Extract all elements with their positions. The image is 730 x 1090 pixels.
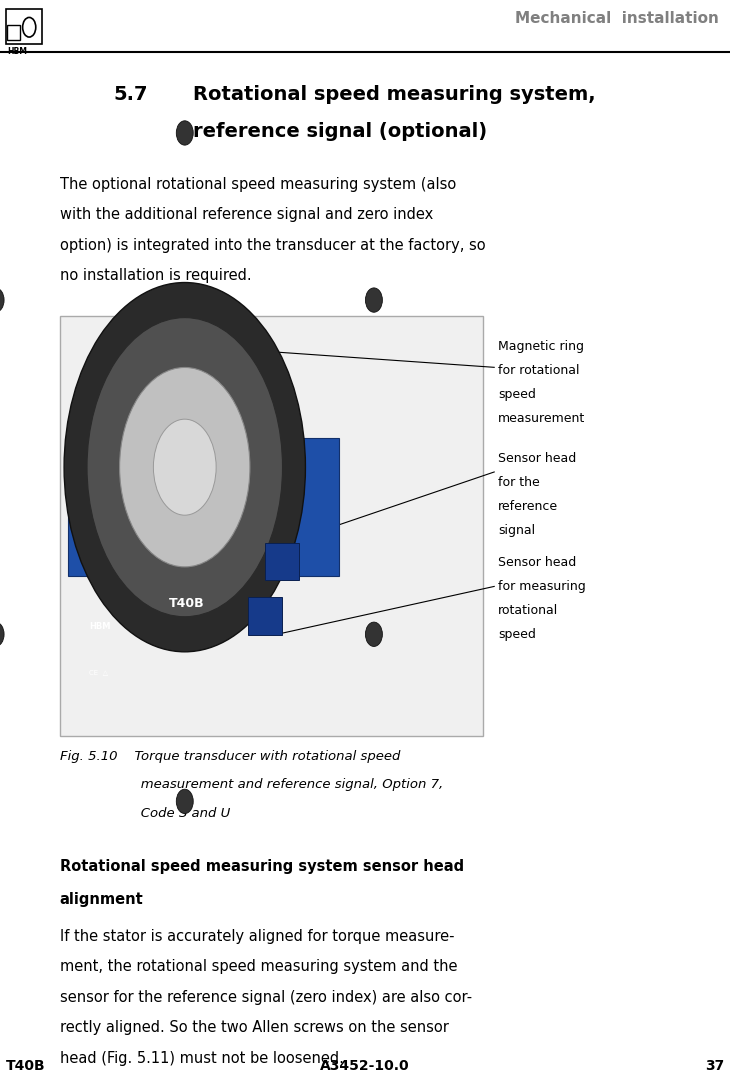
Text: T40B: T40B <box>6 1059 45 1074</box>
Text: If the stator is accurately aligned for torque measure-: If the stator is accurately aligned for … <box>60 929 454 944</box>
Text: ment, the rotational speed measuring system and the: ment, the rotational speed measuring sys… <box>60 959 458 974</box>
Text: measurement: measurement <box>498 412 585 425</box>
Text: Magnetic ring: Magnetic ring <box>498 340 584 353</box>
Text: head (Fig. 5.11) must not be loosened.: head (Fig. 5.11) must not be loosened. <box>60 1051 344 1066</box>
Ellipse shape <box>366 288 383 312</box>
Text: 37: 37 <box>705 1059 724 1074</box>
Text: T40B: T40B <box>169 597 204 610</box>
Text: Fig. 5.10    Torque transducer with rotational speed: Fig. 5.10 Torque transducer with rotatio… <box>60 750 400 763</box>
Text: rotational: rotational <box>498 604 558 617</box>
Ellipse shape <box>153 420 216 516</box>
Text: The optional rotational speed measuring system (also: The optional rotational speed measuring … <box>60 177 456 192</box>
FancyBboxPatch shape <box>6 9 42 44</box>
Text: for the: for the <box>498 476 539 489</box>
Text: Sensor head: Sensor head <box>498 556 576 569</box>
Text: speed: speed <box>498 388 536 401</box>
Text: for measuring: for measuring <box>498 580 585 593</box>
Text: alignment: alignment <box>60 892 144 907</box>
Ellipse shape <box>0 622 4 646</box>
FancyBboxPatch shape <box>7 25 20 40</box>
FancyBboxPatch shape <box>248 597 282 635</box>
FancyBboxPatch shape <box>265 543 299 581</box>
Ellipse shape <box>176 789 193 813</box>
Text: for rotational: for rotational <box>498 364 580 377</box>
Text: Rotational speed measuring system sensor head: Rotational speed measuring system sensor… <box>60 859 464 874</box>
Text: rectly aligned. So the two Allen screws on the sensor: rectly aligned. So the two Allen screws … <box>60 1020 449 1036</box>
Ellipse shape <box>87 317 283 617</box>
Ellipse shape <box>120 367 250 567</box>
Text: HBM: HBM <box>7 47 27 56</box>
Ellipse shape <box>64 282 305 652</box>
Text: Code S and U: Code S and U <box>60 807 230 820</box>
FancyBboxPatch shape <box>69 438 339 577</box>
Text: speed: speed <box>498 628 536 641</box>
Text: reference signal (optional): reference signal (optional) <box>193 122 488 141</box>
Text: Sensor head: Sensor head <box>498 452 576 465</box>
Text: no installation is required.: no installation is required. <box>60 268 251 283</box>
Text: with the additional reference signal and zero index: with the additional reference signal and… <box>60 207 433 222</box>
Text: measurement and reference signal, Option 7,: measurement and reference signal, Option… <box>60 778 443 791</box>
Text: 5.7: 5.7 <box>113 85 147 104</box>
Text: option) is integrated into the transducer at the factory, so: option) is integrated into the transduce… <box>60 238 485 253</box>
Text: Rotational speed measuring system,: Rotational speed measuring system, <box>193 85 596 104</box>
Ellipse shape <box>23 17 36 37</box>
Text: CE  △: CE △ <box>90 668 109 675</box>
Text: signal: signal <box>498 524 535 537</box>
Text: Mechanical  installation: Mechanical installation <box>515 11 719 26</box>
Text: reference: reference <box>498 500 558 513</box>
FancyBboxPatch shape <box>60 316 483 736</box>
Ellipse shape <box>366 622 383 646</box>
Ellipse shape <box>177 121 193 145</box>
Text: HBM: HBM <box>90 622 111 631</box>
Text: A3452-10.0: A3452-10.0 <box>320 1059 410 1074</box>
Ellipse shape <box>0 288 4 312</box>
Text: sensor for the reference signal (zero index) are also cor-: sensor for the reference signal (zero in… <box>60 990 472 1005</box>
